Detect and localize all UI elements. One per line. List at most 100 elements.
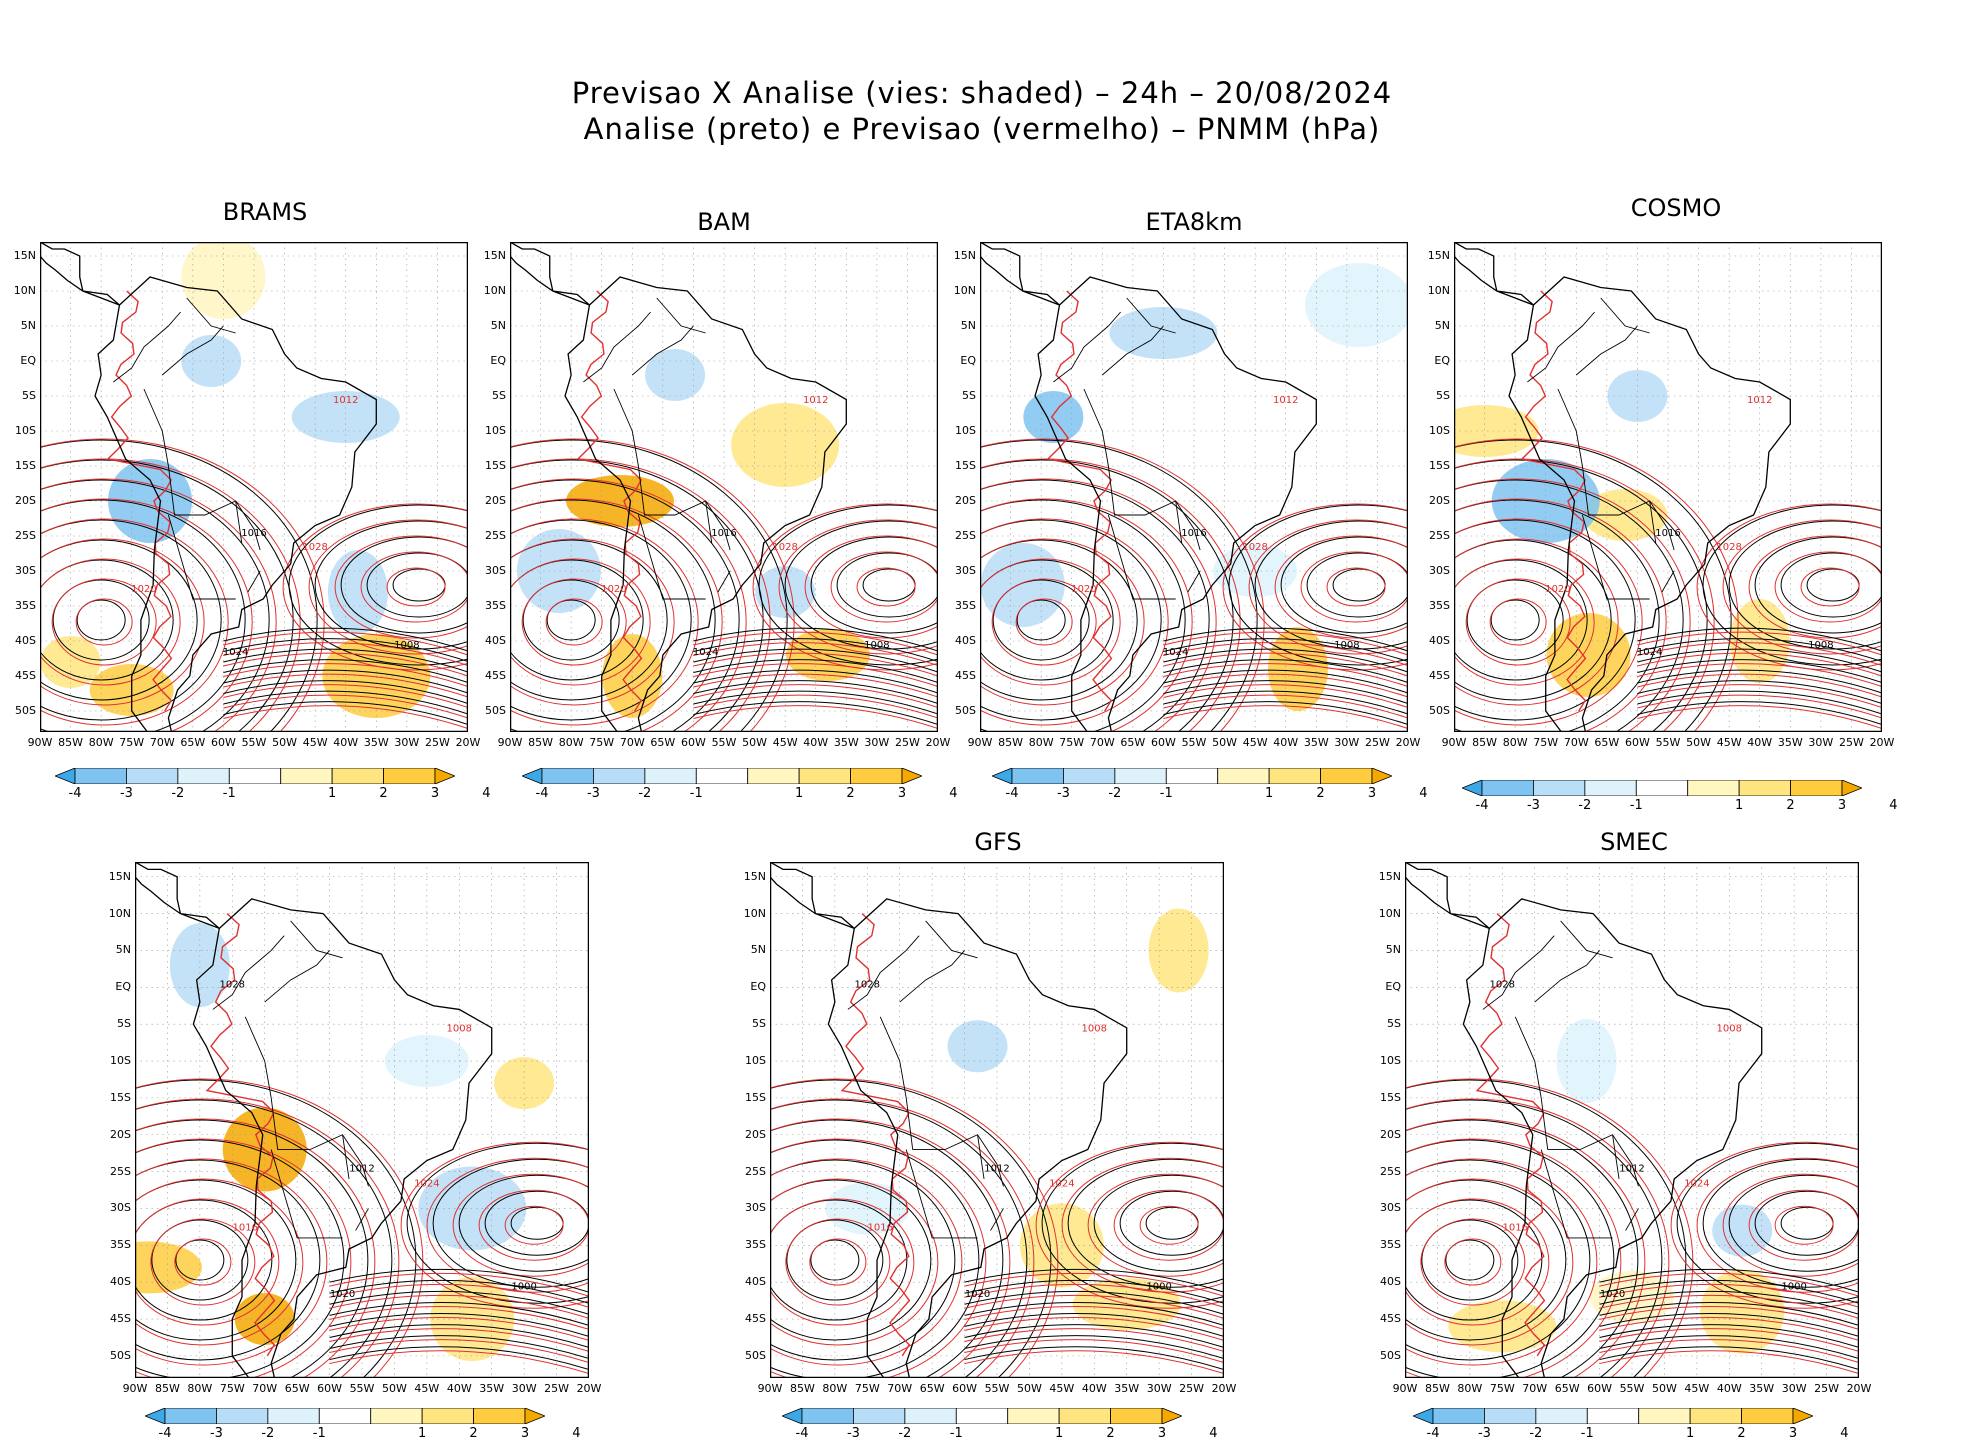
colorbar-bin [1432,1407,1485,1425]
colorbar-bin [644,767,697,785]
colorbar-label: 2 [379,786,388,801]
colorbar-label: 4 [949,786,958,801]
analysis-isobar [1421,1219,1519,1301]
colorbar-label: 3 [1367,786,1377,801]
contour-label: 1008 [1082,1024,1107,1035]
lon-tick-label: 50W [742,736,767,749]
contour-label: 1012 [333,395,358,406]
colorbar-bin [1638,1407,1691,1425]
analysis-isobar [1454,439,1732,732]
lon-tick-label: 70W [619,736,645,749]
contour-label: 1008 [447,1024,472,1035]
lat-tick-label: 25S [110,1164,131,1178]
colorbar-bin [177,767,230,785]
lon-tick-label: 45W [1684,1382,1710,1395]
lat-tick-label: 40S [1429,634,1450,647]
lon-tick-label: 90W [1441,736,1467,749]
contour-label: 1008 [864,640,889,651]
south-america-coastline [1034,276,1317,732]
forecast-isobar [770,1118,1011,1378]
analysis-isobar [135,1119,369,1378]
lat-tick-label: 10N [743,906,766,920]
colorbar-label: -2 [1529,1426,1543,1441]
map-panel-eta8km: 1008 1012 1016 1020 1024 1028 [980,242,1408,732]
map-panel-cosmo: 1008 1012 1016 1020 1024 1028 [1454,242,1882,732]
panel-title-cosmo: COSMO [1630,194,1722,222]
analysis-isobar [546,599,596,641]
lon-tick-label: 35W [1777,736,1803,749]
lon-tick-label: 85W [1472,736,1497,749]
colorbar-bin [370,1407,423,1425]
lat-tick-label: 15S [745,1090,766,1104]
bias-region [980,543,1065,627]
lat-tick-label: EQ [490,354,506,367]
colorbar-label: 3 [430,786,440,801]
lon-tick-label: 90W [122,1382,148,1395]
lat-tick-label: 30S [1429,564,1450,577]
lat-tick-label: 30S [1380,1201,1401,1215]
bias-region [1148,908,1209,993]
lat-tick-label: EQ [20,354,36,367]
lon-tick-label: 60W [952,1382,977,1395]
colorbar-label: -2 [1108,786,1122,801]
lat-tick-label: 10S [1380,1054,1401,1068]
map-panel-smec: 1000 1008 1012 1016 1020 1024 1028 [1405,862,1859,1378]
colorbar-label: -4 [535,786,549,801]
lon-tick-label: 60W [210,736,236,749]
lon-tick-label: 20W [1211,1382,1237,1395]
colorbar-label: -4 [1426,1426,1440,1441]
forecast-isobar [980,498,1193,732]
lon-tick-label: 65W [1594,736,1620,749]
colorbar-bin [1481,779,1534,797]
lat-tick-label: 15N [483,249,506,262]
lat-tick-label: 25S [485,529,506,542]
lon-tick-label: 40W [1081,1382,1107,1395]
lat-tick-label: 30S [955,564,976,577]
forecast-isobar [51,578,157,666]
lat-tick-label: 50S [745,1348,766,1362]
analysis-isobar [1454,559,1588,681]
colorbar-bin [1635,779,1689,797]
lat-tick-label: 50S [955,704,976,717]
forecast-isobar [980,558,1121,686]
contour-label: 1028 [772,542,797,553]
forecast-isobar [1454,518,1643,726]
analysis-isobar [40,479,270,732]
lat-tick-label: 20S [110,1127,131,1141]
colorbar-bin [331,767,384,785]
colorbar-label: 1 [795,786,804,801]
analysis-isobar [980,539,1138,701]
colorbar-bin [1110,1407,1163,1425]
colorbar-label: -1 [222,786,236,801]
lon-tick-label: 20W [576,1382,602,1395]
colorbar-bin [1011,767,1064,785]
lat-tick-label: 45S [15,669,36,682]
lat-tick-label: 10N [108,906,131,920]
colorbar-label: -1 [312,1426,326,1441]
forecast-isobar [980,458,1241,732]
colorbar-label: -4 [1005,786,1019,801]
colorbar-label: 3 [1157,1426,1167,1441]
contour-label: 1012 [1747,395,1772,406]
lat-tick-label: 35S [110,1238,131,1252]
contour-label: 1008 [1717,1024,1742,1035]
lat-tick-label: 15S [1380,1090,1401,1104]
colorbar-bin [74,767,127,785]
bias-region [516,529,601,613]
bias-region [40,636,101,688]
forecast-isobar [1405,1158,1598,1366]
analysis-isobar [786,1219,884,1301]
contour-label: 1000 [1146,1282,1171,1293]
colorbar-label: 2 [1786,798,1795,813]
colorbar-label: 4 [572,1426,581,1441]
forecast-isobar [510,538,675,706]
lon-tick-label: 60W [317,1382,342,1395]
lat-tick-label: 25S [15,529,36,542]
lat-tick-label: 5N [115,943,131,957]
lon-tick-label: 40W [803,736,829,749]
lon-tick-label: 85W [154,1382,180,1395]
colorbar-label: 3 [520,1426,530,1441]
colorbar-label: -2 [898,1426,912,1441]
lon-tick-label: 65W [1120,736,1146,749]
lat-tick-label: 35S [15,599,36,612]
